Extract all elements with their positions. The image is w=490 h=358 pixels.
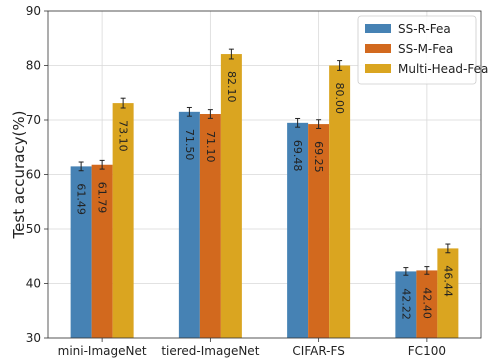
error-bars [78, 48, 451, 276]
legend-label: SS-R-Fea [398, 22, 451, 36]
bar-value-label: 61.79 [96, 182, 109, 214]
bar-value-label: 82.10 [225, 71, 238, 103]
y-tick-label: 30 [26, 331, 41, 345]
data-labels: 61.49 61.79 73.10 71.50 71.10 82.10 69.48 69.25… [75, 71, 455, 320]
y-tick-label: 90 [26, 4, 41, 18]
legend-swatch [365, 64, 391, 73]
legend-label: Multi-Head-Fea [398, 62, 488, 76]
y-tick-label: 70 [26, 113, 41, 127]
bar-value-label: 42.22 [399, 288, 412, 320]
bars [70, 54, 459, 339]
bar [329, 65, 351, 338]
y-axis-ticks: 30 40 50 60 70 80 90 [26, 4, 48, 345]
bar-value-label: 80.00 [333, 83, 346, 115]
y-tick-label: 80 [26, 59, 41, 73]
bar-value-label: 73.10 [117, 120, 130, 152]
bar-value-label: 61.49 [75, 183, 88, 215]
bar-value-label: 69.48 [291, 140, 304, 172]
legend-swatch [365, 24, 391, 33]
x-tick-label: tiered-ImageNet [161, 344, 259, 358]
bar [287, 122, 309, 338]
y-tick-label: 60 [26, 168, 41, 182]
bar [91, 164, 113, 338]
x-tick-label: CIFAR-FS [292, 344, 344, 358]
legend: SS-R-Fea SS-M-Fea Multi-Head-Fea [357, 15, 488, 85]
bar [220, 54, 242, 339]
bar [416, 270, 438, 338]
bar [112, 103, 134, 338]
bar [395, 271, 417, 338]
bar [178, 111, 200, 338]
y-tick-label: 50 [26, 222, 41, 236]
bar-value-label: 42.40 [420, 287, 433, 319]
bar-value-label: 46.44 [441, 265, 454, 297]
bar [199, 114, 221, 338]
legend-swatch [365, 44, 391, 53]
y-tick-label: 40 [26, 277, 41, 291]
bar-value-label: 71.10 [204, 131, 217, 163]
y-axis-label: Test accuracy(%) [10, 111, 28, 240]
x-tick-label: mini-ImageNet [58, 344, 147, 358]
x-axis-ticks: mini-ImageNet tiered-ImageNet CIFAR-FS FC10… [58, 338, 446, 358]
bar [70, 166, 92, 338]
bar-value-label: 69.25 [312, 141, 325, 173]
legend-label: SS-M-Fea [398, 42, 453, 56]
bar [308, 124, 330, 339]
bar-value-label: 71.50 [183, 129, 196, 161]
bar [437, 248, 459, 338]
x-tick-label: FC100 [408, 344, 446, 358]
